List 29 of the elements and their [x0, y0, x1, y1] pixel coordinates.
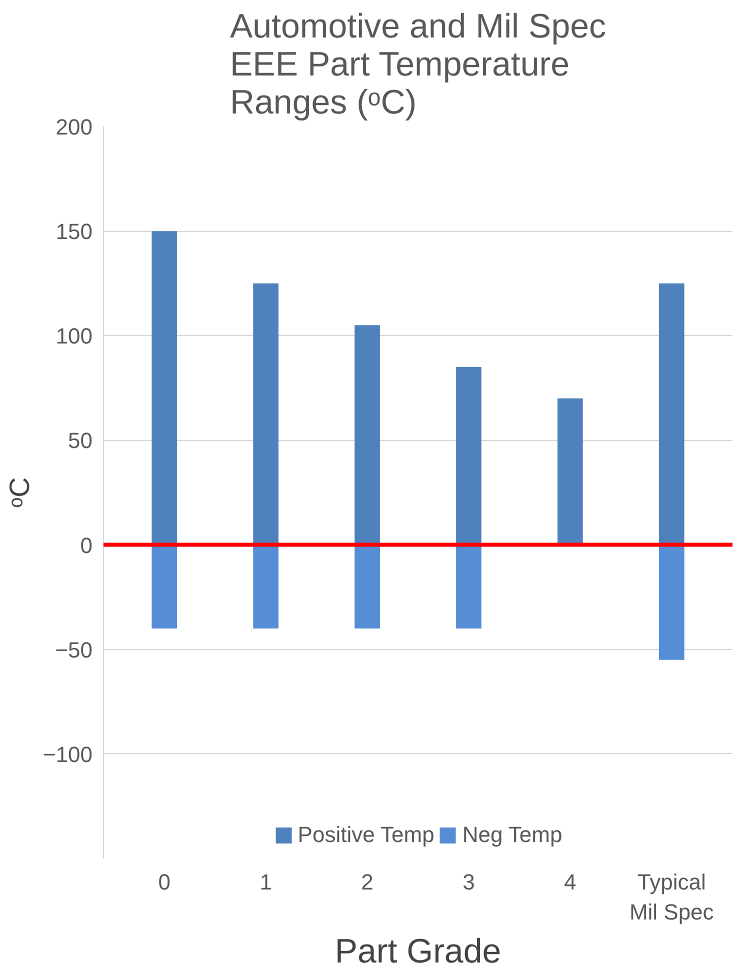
x-tick-label: 4 [564, 870, 576, 894]
bar [253, 283, 279, 545]
y-tick-label: 200 [56, 114, 93, 140]
x-axis-title: Part Grade [334, 932, 502, 970]
bar [456, 367, 482, 545]
x-tick-label: Typical Mil Spec [629, 870, 714, 924]
bar [456, 544, 482, 628]
x-tick-label: 1 [260, 870, 272, 894]
y-tick-label: −50 [55, 637, 93, 662]
legend-label: Positive Temp [298, 822, 434, 848]
bar [253, 544, 279, 628]
x-tick-label: 2 [361, 870, 374, 894]
x-tick-label: 0 [158, 870, 171, 894]
bar [152, 544, 178, 628]
bar [152, 231, 178, 545]
y-tick-label: 0 [80, 532, 93, 558]
y-tick-label: 100 [56, 324, 93, 349]
y-tick-label: 50 [68, 428, 93, 454]
bar [658, 283, 684, 545]
bar [354, 544, 380, 628]
y-tick-label: 150 [56, 219, 93, 244]
y-tick-label: −100 [42, 742, 93, 767]
bar [658, 544, 684, 660]
chart-title: Automotive and Mil Spec EEE Part Temperature Ranges (ᵒC) [230, 8, 606, 122]
x-tick-label: 3 [462, 870, 475, 894]
y-axis-title: ᵒC [4, 477, 35, 508]
bar [354, 325, 380, 545]
bar [557, 398, 583, 545]
legend-label: Neg Temp [462, 822, 562, 848]
